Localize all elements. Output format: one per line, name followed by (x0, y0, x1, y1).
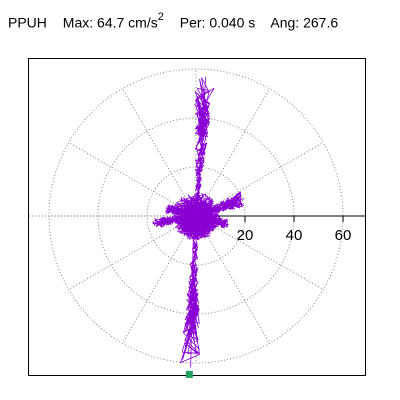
radial-tick-labels: 20 40 60 (237, 227, 352, 244)
trace-lobe (199, 214, 230, 230)
radial-tick-label: 60 (335, 227, 352, 244)
trace-lobe (152, 214, 192, 229)
chart-header: PPUH Max: 64.7 cm/s2 Per: 0.040 s Ang: 2… (8, 11, 339, 31)
grid-spoke (195, 215, 270, 344)
radial-tick-label: 20 (237, 227, 254, 244)
acceleration-trace (152, 76, 245, 368)
peak-marker-square (185, 370, 193, 378)
radial-tick-label: 40 (286, 227, 303, 244)
angle-label: Ang: (270, 14, 300, 31)
trace-lobe (179, 228, 201, 368)
trace-lobe (194, 76, 215, 203)
max-label: Max: (62, 14, 94, 31)
grid-spoke (68, 215, 197, 290)
trace-lobe (165, 204, 195, 218)
angle-value: 267.6 (303, 14, 339, 31)
unit-exponent: 2 (157, 11, 164, 23)
period-label: Per: (179, 14, 206, 31)
station-code: PPUH (8, 14, 47, 31)
peak-marker (185, 370, 193, 378)
grid-spoke (195, 215, 324, 290)
polar-axes (29, 215, 365, 222)
period-value: 0.040 s (209, 14, 256, 31)
trace-lobe (200, 191, 245, 217)
grid-spoke (195, 142, 324, 217)
grid-spoke (122, 215, 197, 344)
grid-spoke (68, 142, 197, 217)
max-value: 64.7 cm/s (97, 14, 158, 31)
grid-spoke (195, 88, 270, 217)
grid-spoke (122, 88, 197, 217)
plot-frame (28, 58, 366, 376)
